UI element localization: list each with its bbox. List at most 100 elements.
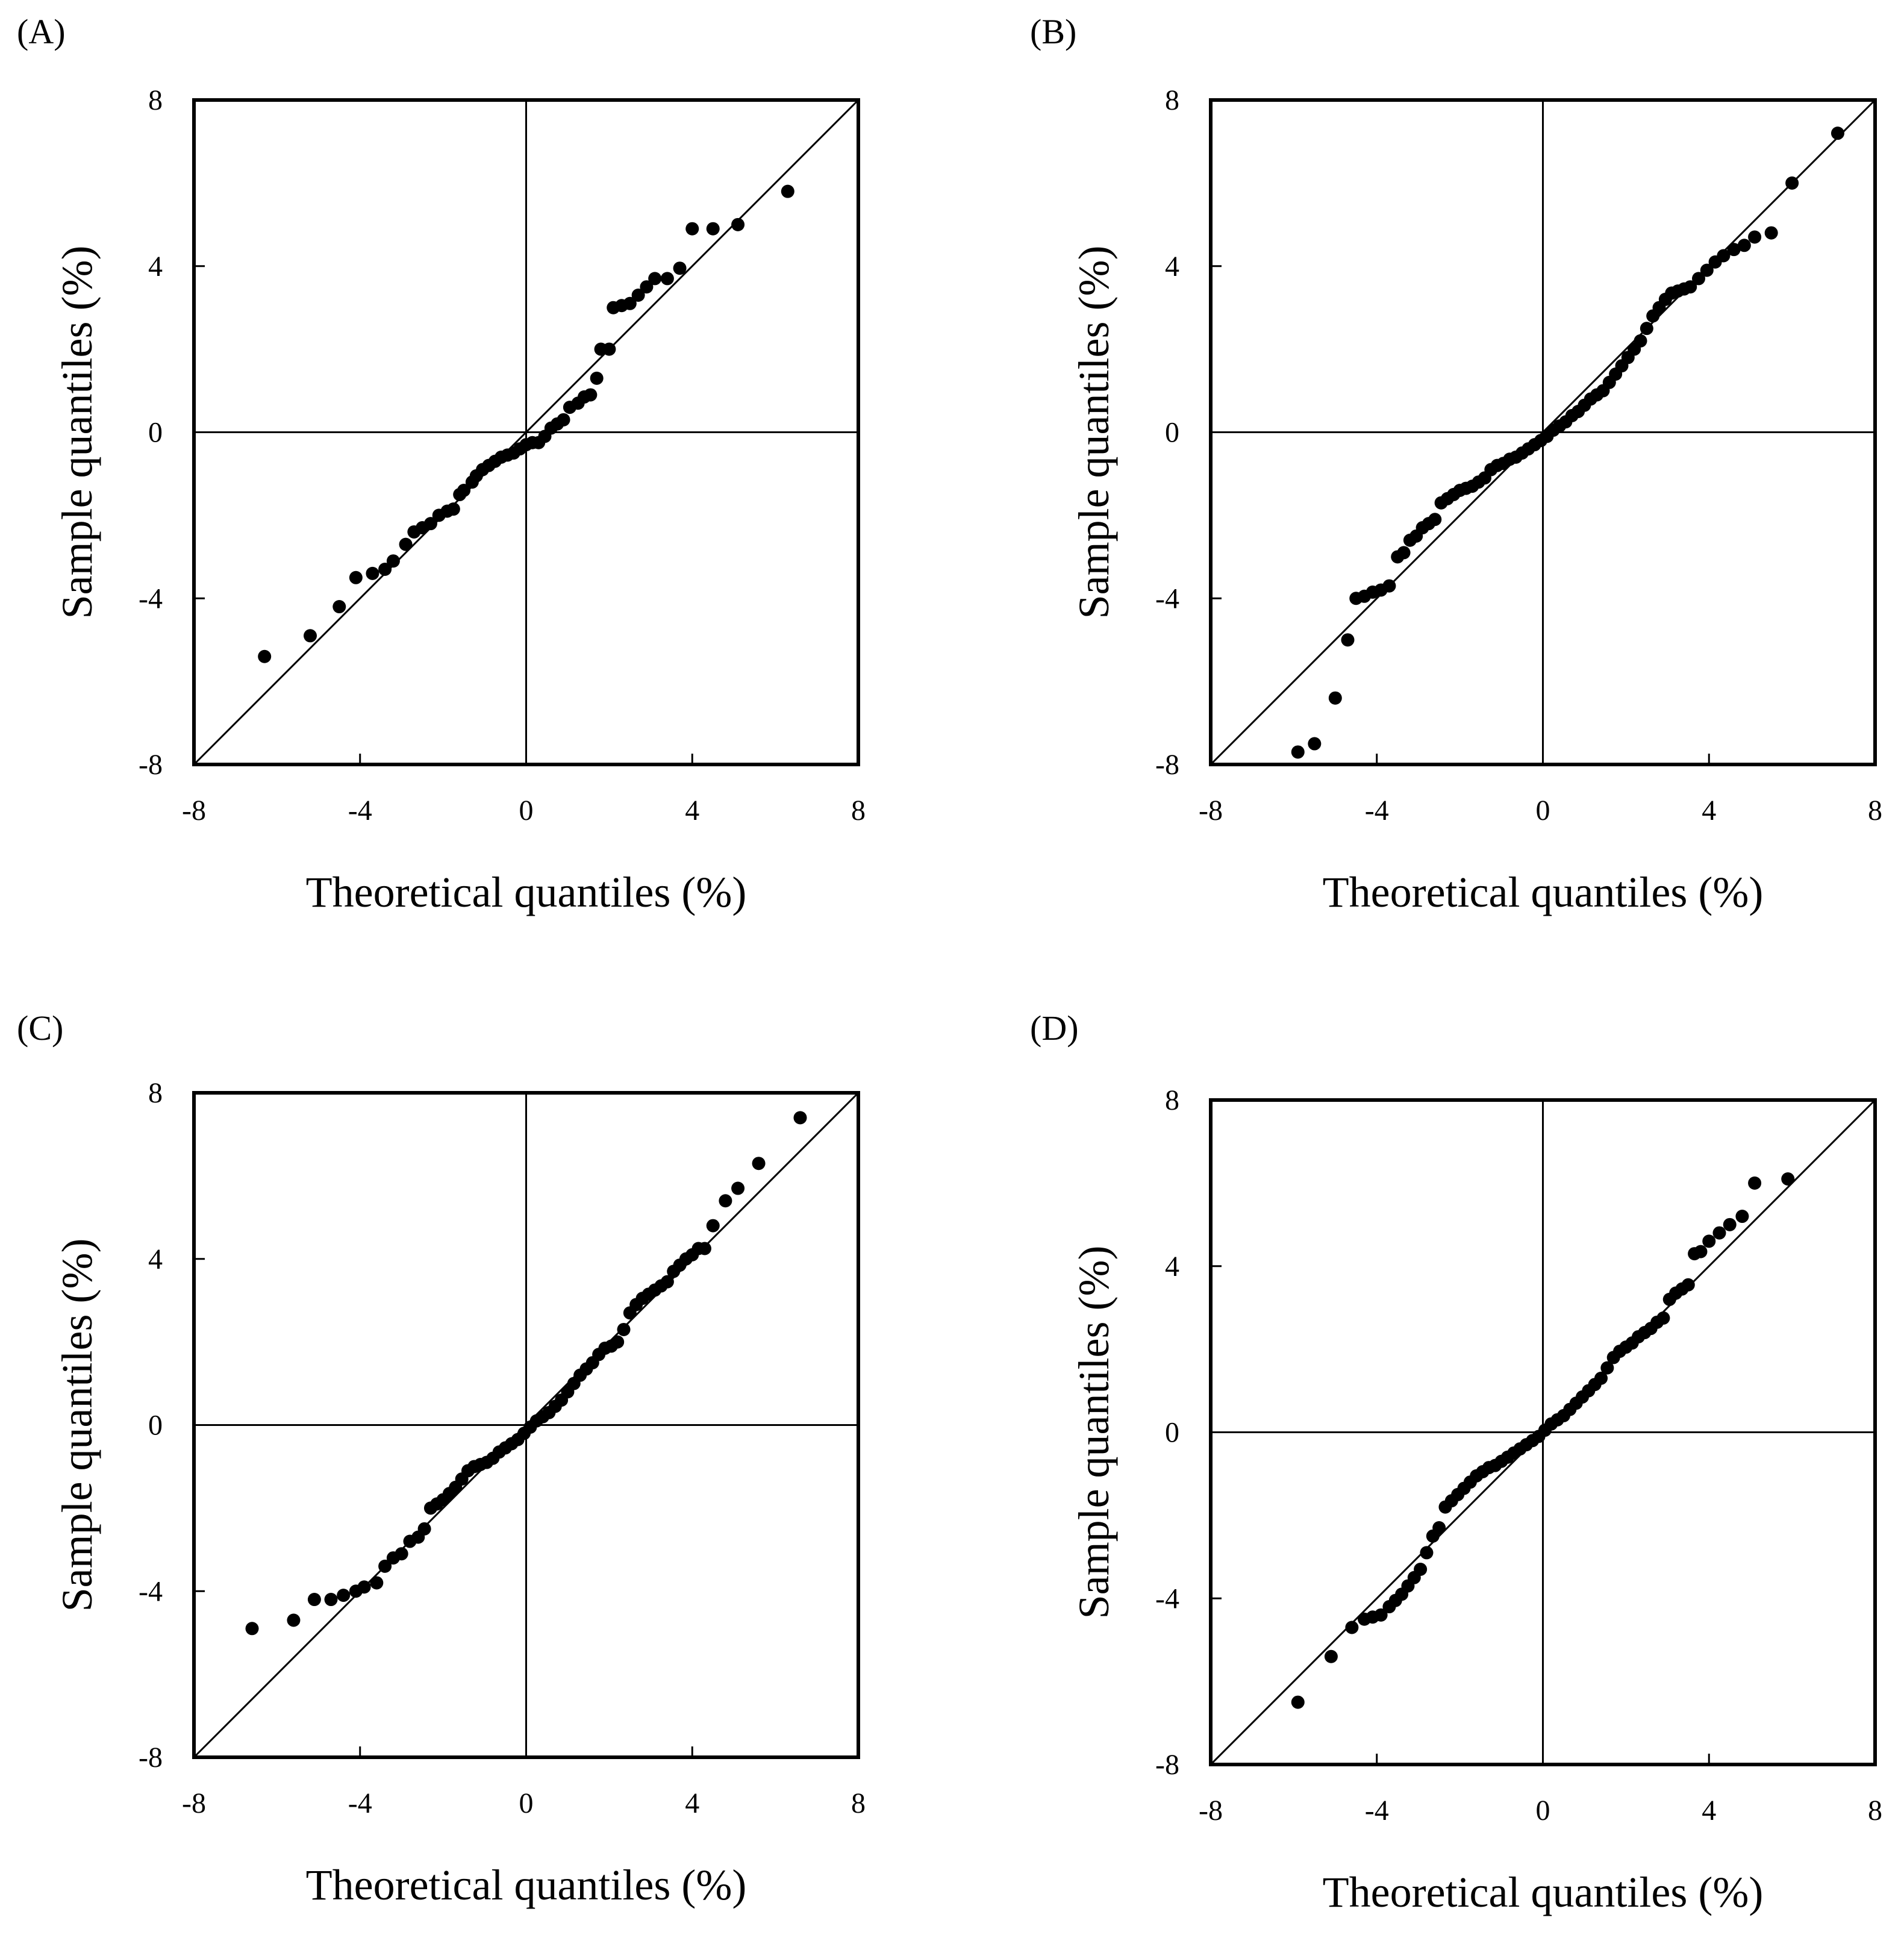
x-tick-label: -8 [1199, 795, 1223, 827]
data-point [1764, 226, 1778, 240]
data-point [1781, 1172, 1795, 1186]
data-point [1640, 322, 1653, 336]
y-tick-label: 8 [148, 84, 163, 116]
panel-c: (C) -8 -4 0 4 8 -8 -4 0 4 8 Theoretical quantiles (… [17, 1008, 866, 1909]
data-point [660, 1275, 674, 1289]
data-point [1374, 1608, 1388, 1622]
data-points [258, 184, 794, 663]
x-tick-label: 8 [1868, 1795, 1882, 1827]
x-axis-title: Theoretical quantiles (%) [306, 868, 747, 916]
x-tick-label: 4 [685, 1787, 699, 1819]
data-point [457, 484, 471, 498]
data-point [1785, 176, 1799, 190]
data-points [245, 1111, 807, 1636]
data-point [706, 1219, 720, 1233]
data-point [1594, 1371, 1608, 1385]
x-tick-label: 4 [1702, 1795, 1716, 1827]
data-point [631, 289, 645, 302]
y-tick-label: 4 [1165, 251, 1179, 283]
x-tick-label: 0 [1536, 795, 1550, 827]
panel-b: (B) -8 -4 0 4 8 -8 -4 0 4 8 Theoretical quantiles (… [1030, 12, 1882, 916]
data-point [349, 570, 363, 584]
x-tick-label: -4 [1365, 1795, 1389, 1827]
data-point [324, 1593, 338, 1607]
data-point [673, 261, 687, 275]
x-tick-label: 8 [1868, 795, 1882, 827]
y-axis-title: Sample quantiles (%) [1070, 1246, 1118, 1619]
y-tick-label: 0 [148, 1410, 163, 1442]
data-point [1831, 127, 1844, 140]
data-point [1420, 1546, 1434, 1560]
data-point [1737, 239, 1751, 252]
data-point [1712, 1226, 1726, 1240]
data-point [731, 217, 745, 231]
data-point [590, 371, 604, 385]
data-point [258, 649, 272, 663]
data-point [731, 1181, 745, 1195]
data-point [357, 1580, 371, 1594]
data-point [1600, 1361, 1614, 1375]
y-axis-title: Sample quantiles (%) [53, 1239, 101, 1612]
data-point [1634, 334, 1647, 348]
x-tick-label: 0 [519, 1787, 534, 1819]
panel-label-b: (B) [1030, 12, 1076, 51]
x-tick-label: -8 [182, 1787, 206, 1819]
data-point [1291, 1695, 1305, 1709]
data-point [1694, 1245, 1708, 1258]
x-tick-label: -4 [1365, 795, 1389, 827]
data-point [1428, 513, 1442, 527]
x-axis-title: Theoretical quantiles (%) [1323, 1868, 1764, 1916]
y-tick-label: 8 [1165, 1084, 1179, 1116]
data-point [1735, 1210, 1749, 1224]
data-point [386, 554, 400, 568]
data-point [793, 1111, 807, 1125]
data-point [370, 1576, 384, 1590]
data-point [417, 1522, 431, 1536]
y-tick-label: 4 [148, 1243, 163, 1275]
y-tick-label: 8 [148, 1077, 163, 1109]
data-point [446, 502, 460, 516]
data-point [706, 222, 720, 236]
y-tick-label: 8 [1165, 84, 1179, 116]
data-point [1291, 745, 1305, 759]
panel-d: (D) -8 -4 0 4 8 -8 -4 0 4 8 Theoretical quantiles (… [1030, 1008, 1882, 1916]
data-point [1308, 737, 1322, 751]
data-point [685, 222, 699, 236]
data-point [1397, 546, 1411, 560]
y-tick-label: 0 [1165, 417, 1179, 449]
data-point [557, 413, 570, 427]
x-tick-label: -8 [1199, 1795, 1223, 1827]
data-point [423, 517, 437, 531]
data-point [366, 566, 379, 580]
data-point [617, 1322, 631, 1336]
data-point [378, 562, 392, 576]
y-axis-title: Sample quantiles (%) [1070, 246, 1118, 619]
data-point [332, 600, 346, 614]
data-point [245, 1622, 259, 1636]
data-point [1345, 1621, 1359, 1634]
x-tick-label: 8 [851, 1787, 866, 1819]
data-point [307, 1593, 321, 1607]
x-axis-title: Theoretical quantiles (%) [1323, 868, 1764, 916]
data-point [1656, 1311, 1670, 1325]
x-tick-label: 4 [685, 795, 699, 827]
x-tick-label: -8 [182, 795, 206, 827]
panel-a: (A) -8 -4 0 4 8 -8 -4 0 4 8 Theoretical quantiles (… [17, 12, 866, 916]
data-point [337, 1589, 351, 1602]
panel-label-c: (C) [17, 1008, 63, 1048]
data-point [1727, 243, 1741, 257]
y-tick-label: 0 [148, 417, 163, 449]
y-tick-label: -8 [1155, 1749, 1179, 1781]
data-point [1748, 1176, 1762, 1190]
x-tick-label: 0 [519, 795, 534, 827]
data-point [623, 296, 637, 310]
y-tick-label: -4 [1155, 583, 1179, 614]
data-point [1382, 579, 1396, 593]
x-tick-label: -4 [348, 1787, 372, 1819]
data-point [752, 1157, 766, 1171]
data-point [1748, 230, 1762, 244]
data-point [1328, 691, 1342, 705]
panel-label-a: (A) [17, 12, 66, 51]
data-point [1702, 1234, 1716, 1248]
data-point [304, 629, 317, 643]
